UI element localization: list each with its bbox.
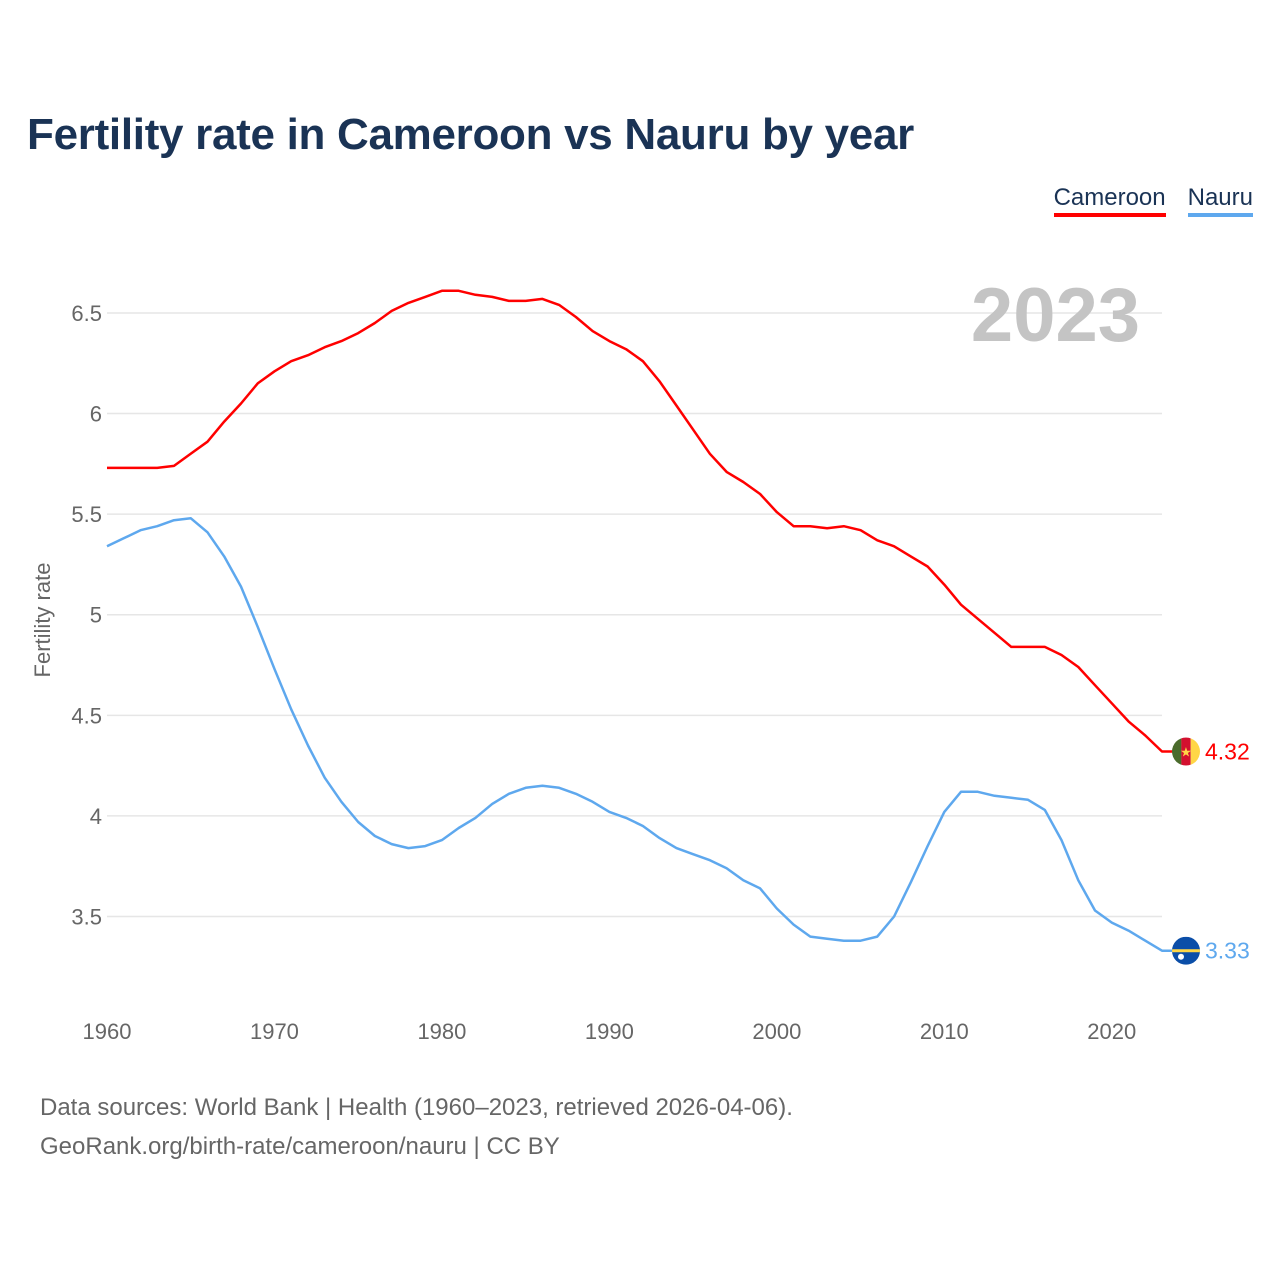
x-tick-label: 2010 (920, 1019, 969, 1044)
y-tick-label: 5.5 (71, 502, 102, 527)
series-end-markers: ★ 4.32 3.33 (1172, 737, 1250, 965)
flag-graphic: ★ (1172, 737, 1200, 766)
y-axis-label: Fertility rate (30, 563, 55, 678)
y-tick-label: 6 (90, 402, 102, 427)
end-value-label: 3.33 (1205, 938, 1250, 964)
series-line-nauru (106, 516, 1174, 952)
legend-item-cameroon[interactable]: Cameroon (1053, 184, 1166, 217)
y-tick-label: 5 (90, 603, 102, 628)
chart-title: Fertility rate in Cameroon vs Nauru by y… (27, 110, 914, 159)
y-tick-label: 6.5 (71, 301, 102, 326)
year-watermark: 2023 (971, 273, 1140, 358)
flag-stripe-red (1181, 737, 1191, 766)
series-lines (106, 289, 1174, 952)
y-tick-label: 4.5 (71, 703, 102, 728)
y-tick-label: 4 (90, 804, 102, 829)
flag-stripe-green (1172, 737, 1182, 766)
x-tick-label: 1970 (250, 1019, 299, 1044)
flag-graphic (1172, 936, 1200, 965)
cameroon-flag-icon: ★ (1172, 737, 1200, 766)
footer: Data sources: World Bank | Health (1960–… (40, 1088, 793, 1166)
data-source-text: Data sources: World Bank | Health (1960–… (40, 1094, 793, 1121)
flag-star: ★ (1180, 745, 1192, 760)
x-tick-label: 2020 (1087, 1019, 1136, 1044)
end-value-label: 4.32 (1205, 739, 1250, 765)
nauru-flag-icon (1172, 936, 1200, 965)
x-tick-label: 1960 (83, 1019, 132, 1044)
flag-stripe-yellow (1172, 949, 1200, 953)
series-line-cameroon (107, 289, 1174, 753)
flag-star (1178, 953, 1184, 960)
x-axis-ticks: 1960 1970 1980 1990 2000 2010 2020 (83, 1019, 1137, 1044)
source-link[interactable]: GeoRank.org/birth-rate/cameroon/nauru | … (40, 1133, 560, 1160)
x-tick-label: 2000 (752, 1019, 801, 1044)
y-tick-label: 3.5 (71, 905, 102, 930)
flag-stripe-yellow (1190, 737, 1200, 766)
x-tick-label: 1980 (417, 1019, 466, 1044)
legend-item-nauru[interactable]: Nauru (1187, 184, 1253, 217)
gridlines (107, 312, 1162, 918)
x-tick-label: 1990 (585, 1019, 634, 1044)
y-axis-ticks: 3.5 4 4.5 5 5.5 6 6.5 (71, 301, 102, 930)
legend: Cameroon Nauru (1053, 184, 1253, 217)
